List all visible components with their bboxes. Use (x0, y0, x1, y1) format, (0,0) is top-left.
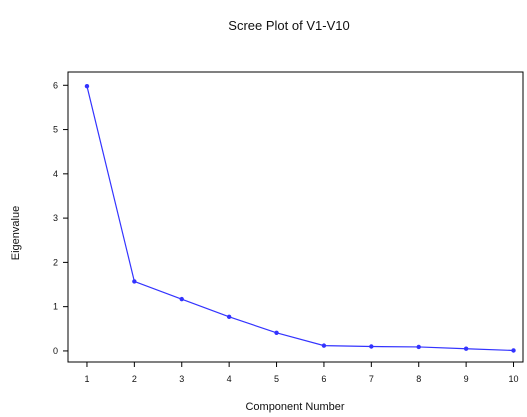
y-axis-label: Eigenvalue (10, 206, 22, 260)
eigenvalue-series-line (86, 86, 514, 352)
data-point (463, 346, 469, 351)
x-tick-label: 9 (464, 374, 469, 384)
y-tick-label: 4 (53, 169, 58, 179)
y-tick-label: 6 (53, 80, 58, 90)
x-axis-label: Component Number (245, 401, 344, 413)
data-point (416, 344, 421, 350)
data-point (369, 344, 374, 349)
data-point (321, 343, 327, 348)
x-tick-label: 7 (369, 374, 374, 384)
eigenvalue-points (84, 83, 516, 353)
plot-frame (67, 71, 524, 363)
x-tick-label: 4 (227, 374, 232, 384)
x-tick-label: 2 (132, 374, 137, 384)
data-point (511, 348, 516, 353)
y-tick-label: 3 (53, 213, 58, 223)
y-axis-ticks: 0 1 2 3 4 5 6 (53, 80, 68, 356)
y-tick-label: 0 (53, 346, 58, 356)
chart-title: Scree Plot of V1-V10 (228, 18, 349, 33)
data-point (84, 83, 90, 89)
data-point (132, 279, 137, 284)
x-tick-label: 8 (416, 374, 421, 384)
y-tick-label: 5 (53, 125, 58, 135)
y-tick-label: 2 (53, 257, 58, 267)
data-point (179, 296, 184, 302)
x-axis-ticks: 1 2 3 4 5 6 7 8 9 10 (84, 362, 519, 384)
y-tick-label: 1 (53, 302, 58, 312)
data-point (274, 330, 279, 335)
x-tick-label: 10 (509, 374, 519, 384)
x-tick-label: 3 (179, 374, 184, 384)
x-tick-label: 5 (274, 374, 279, 384)
x-tick-label: 6 (321, 374, 326, 384)
data-point (226, 314, 232, 320)
x-tick-label: 1 (84, 374, 89, 384)
